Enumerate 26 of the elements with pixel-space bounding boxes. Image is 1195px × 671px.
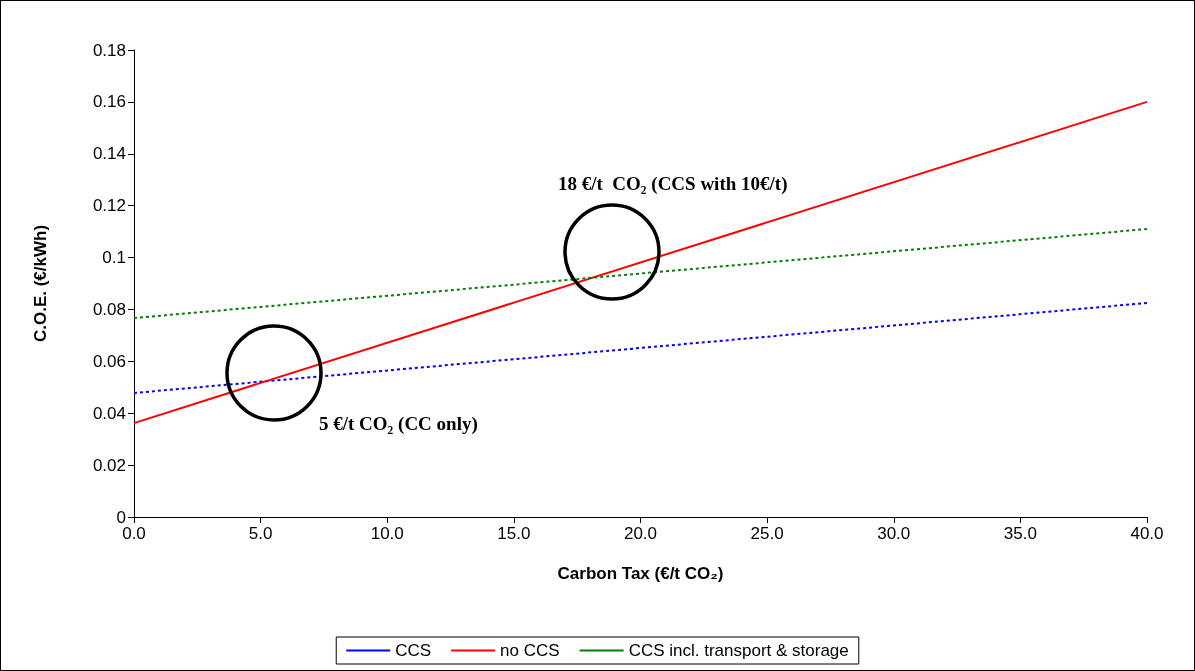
y-tick-label: 0.06	[92, 351, 126, 371]
x-tick-label: 35.0	[1003, 524, 1037, 543]
y-tick-label: 0.02	[92, 455, 126, 475]
y-tick-label: 0.18	[92, 40, 126, 60]
y-tick-label: 0	[116, 507, 126, 527]
y-tick-label: 0.04	[92, 403, 126, 423]
y-tick-label: 0.16	[92, 92, 126, 112]
x-tick-label: 0.0	[122, 524, 146, 543]
x-tick-label: 15.0	[497, 524, 531, 543]
annotation: 18 €/t CO₂ (CCS with 10€/t)	[558, 173, 788, 195]
legend-label: CCS incl. transport & storage	[628, 641, 849, 660]
annotation: 5 €/t CO₂ (CC only)	[319, 413, 478, 435]
x-tick-label: 25.0	[750, 524, 784, 543]
y-tick-label: 0.1	[102, 248, 126, 268]
x-tick-label: 30.0	[877, 524, 911, 543]
x-tick-label: 10.0	[370, 524, 404, 543]
y-tick-label: 0.08	[92, 299, 126, 319]
y-tick-label: 0.14	[92, 144, 126, 164]
legend-label: CCS	[395, 641, 432, 660]
x-axis-title: Carbon Tax (€/t CO₂)	[557, 564, 724, 583]
y-axis-title: C.O.E. (€/kWh)	[31, 224, 50, 343]
x-tick-label: 40.0	[1130, 524, 1164, 543]
x-tick-label: 5.0	[248, 524, 273, 543]
legend-label: no CCS	[500, 641, 560, 660]
x-tick-label: 20.0	[623, 524, 658, 543]
y-tick-label: 0.12	[92, 196, 126, 216]
